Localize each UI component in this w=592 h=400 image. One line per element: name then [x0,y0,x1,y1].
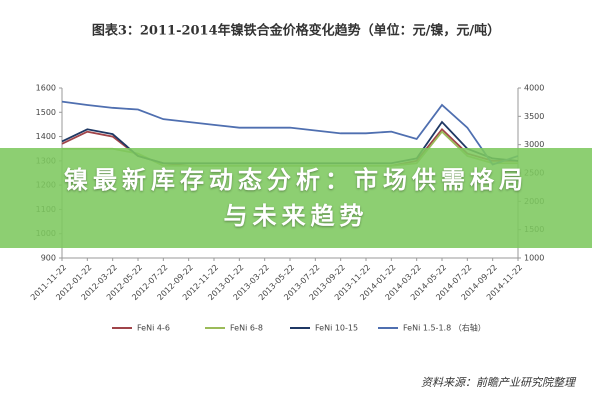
legend-label: FeNi 1.5-1.8 （右轴） [403,323,486,333]
series-line [61,100,519,166]
y-tick-label: 1500 [36,108,56,117]
chart-title: 图表3：2011-2014年镍铁合金价格变化趋势（单位：元/镍，元/吨） [92,23,500,39]
y-tick-label: 1600 [36,84,56,93]
headline-line: 镍最新库存动态分析：市场供需格局 [64,166,528,194]
y2-tick-label: 1000 [524,254,544,263]
source: 资料来源：前瞻产业研究院整理 [421,376,577,389]
y2-tick-label: 3500 [524,112,544,121]
headline-banner: 镍最新库存动态分析：市场供需格局 与未来趋势 [0,148,592,248]
y2-tick-label: 4000 [524,84,544,93]
legend-label: FeNi 4-6 [137,324,170,333]
headline-line: 与未来趋势 [223,202,369,230]
legend-label: FeNi 10-15 [315,324,358,333]
legend-label: FeNi 6-8 [230,324,263,333]
y-tick-label: 900 [41,254,56,263]
y-tick-label: 1400 [36,132,56,141]
y2-tick-label: 3000 [524,140,544,149]
